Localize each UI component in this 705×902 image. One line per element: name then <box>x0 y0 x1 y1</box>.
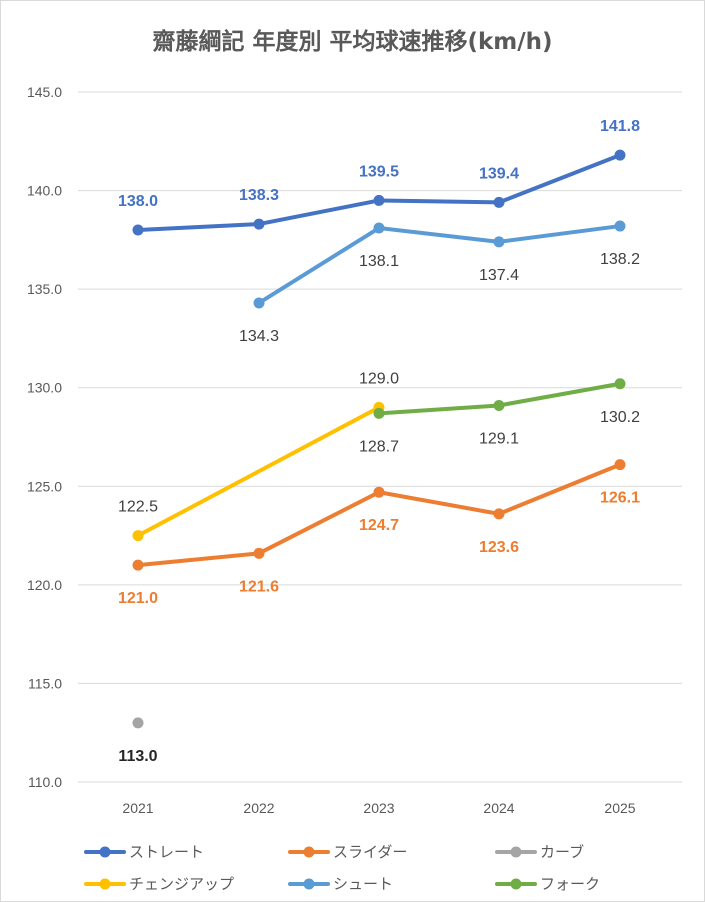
series-0-data-label: 139.4 <box>479 165 519 182</box>
legend-label: チェンジアップ <box>129 875 234 893</box>
series-4-point <box>373 222 385 234</box>
x-tick-label: 2024 <box>483 800 514 816</box>
series-0-point <box>132 224 144 236</box>
series-4-point <box>614 220 626 232</box>
chart-title: 齋藤綱記 年度別 平均球速推移(km/h) <box>152 29 553 55</box>
series-4-point <box>253 297 265 309</box>
x-axis: 2021 2022 2023 2024 2025 <box>122 800 635 816</box>
series-5-data-label: 129.1 <box>479 430 519 447</box>
legend-label: カーブ <box>540 843 584 861</box>
series-0-point <box>373 194 385 206</box>
series-4-data-label: 134.3 <box>239 328 279 345</box>
legend-label: ストレート <box>129 843 204 861</box>
series-5-point <box>614 378 626 390</box>
series-0-data-label: 141.8 <box>600 118 640 135</box>
series-3-line <box>136 405 381 538</box>
series-1-data-label: 123.6 <box>479 539 519 556</box>
legend-swatch-marker <box>510 878 522 890</box>
series-1-data-label: 124.7 <box>359 517 399 534</box>
series-1-point <box>493 508 505 520</box>
x-tick-label: 2025 <box>604 800 635 816</box>
series-1-data-label: 126.1 <box>600 490 640 507</box>
y-tick-label: 130.0 <box>27 380 62 396</box>
series-4-point <box>493 236 505 248</box>
series-1-data-label: 121.6 <box>239 578 279 595</box>
y-axis: 145.0 140.0 135.0 130.0 125.0 120.0 115.0 110.0 <box>27 84 62 790</box>
series-1-point <box>253 547 265 559</box>
series-1-line <box>136 462 622 568</box>
series-1-point <box>132 559 144 571</box>
series-1-point <box>373 486 385 498</box>
series-0-data-label: 138.3 <box>239 187 279 204</box>
y-tick-label: 115.0 <box>28 675 62 691</box>
series-5-data-label: 128.7 <box>359 438 399 455</box>
legend-swatch-marker <box>99 878 111 890</box>
series-3-data-label: 122.5 <box>118 499 158 516</box>
x-tick-label: 2022 <box>243 800 274 816</box>
series-0-point <box>493 196 505 208</box>
y-tick-label: 135.0 <box>27 281 62 297</box>
legend-swatch-marker <box>510 846 522 858</box>
legend-swatch-marker <box>303 878 315 890</box>
legend-label: シュート <box>333 875 393 893</box>
series-lines <box>132 149 626 729</box>
y-tick-label: 125.0 <box>27 478 62 494</box>
x-tick-label: 2023 <box>363 800 394 816</box>
y-tick-label: 145.0 <box>27 84 62 100</box>
series-5-point <box>373 407 385 419</box>
series-2-point <box>132 717 144 729</box>
series-3-point <box>132 530 144 542</box>
series-2-data-label: 113.0 <box>118 748 157 765</box>
gridlines <box>78 91 682 783</box>
series-4-data-label: 138.2 <box>600 251 640 268</box>
y-tick-label: 140.0 <box>27 183 62 199</box>
y-tick-label: 120.0 <box>27 577 62 593</box>
series-3-data-label: 129.0 <box>359 370 399 387</box>
legend-label: フォーク <box>540 875 600 893</box>
series-4-data-label: 137.4 <box>479 267 519 284</box>
legend-swatch-marker <box>303 846 315 858</box>
legend-swatch-marker <box>99 846 111 858</box>
series-5-data-label: 130.2 <box>600 409 640 426</box>
series-5-point <box>493 399 505 411</box>
series-4-line <box>257 224 622 305</box>
series-0-data-label: 138.0 <box>118 193 158 210</box>
y-tick-label: 110.0 <box>28 774 62 790</box>
series-1-point <box>614 459 626 471</box>
series-0-point <box>614 149 626 161</box>
series-0-point <box>253 218 265 230</box>
series-4-data-label: 138.1 <box>359 253 399 270</box>
legend-label: スライダー <box>333 843 407 861</box>
series-0-data-label: 139.5 <box>359 163 399 180</box>
data-labels: 138.0 138.3 139.5 139.4 141.8 121.0 121.6 124.7… <box>118 118 640 765</box>
x-tick-label: 2021 <box>122 800 153 816</box>
series-1-data-label: 121.0 <box>118 590 158 607</box>
